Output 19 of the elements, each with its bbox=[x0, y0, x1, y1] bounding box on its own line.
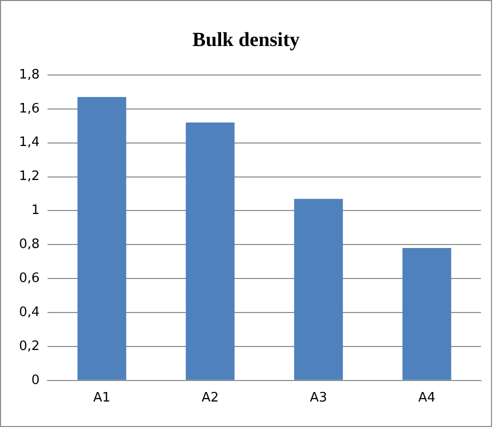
y-tick-label: 0,6 bbox=[18, 270, 40, 286]
y-tick-label: 1 bbox=[31, 203, 40, 218]
bar bbox=[402, 248, 452, 380]
y-tick-label: 1,8 bbox=[18, 67, 40, 82]
y-tick-label: 1,4 bbox=[18, 135, 40, 150]
y-tick-label: 0,2 bbox=[18, 338, 40, 354]
chart-title: Bulk density bbox=[192, 29, 300, 52]
x-tick-label: A2 bbox=[202, 390, 219, 406]
bar bbox=[186, 122, 235, 380]
x-tick-label: A1 bbox=[93, 390, 110, 406]
y-tick-label: 0,8 bbox=[18, 237, 40, 252]
y-tick-label: 0 bbox=[31, 372, 40, 388]
bar bbox=[294, 198, 343, 380]
y-tick-label: 0,4 bbox=[18, 304, 40, 320]
x-tick-label: A3 bbox=[310, 390, 328, 406]
x-tick-label: A4 bbox=[418, 390, 436, 406]
bar bbox=[77, 97, 126, 380]
y-tick-label: 1,2 bbox=[18, 169, 40, 184]
y-tick-label: 1,6 bbox=[18, 101, 40, 116]
